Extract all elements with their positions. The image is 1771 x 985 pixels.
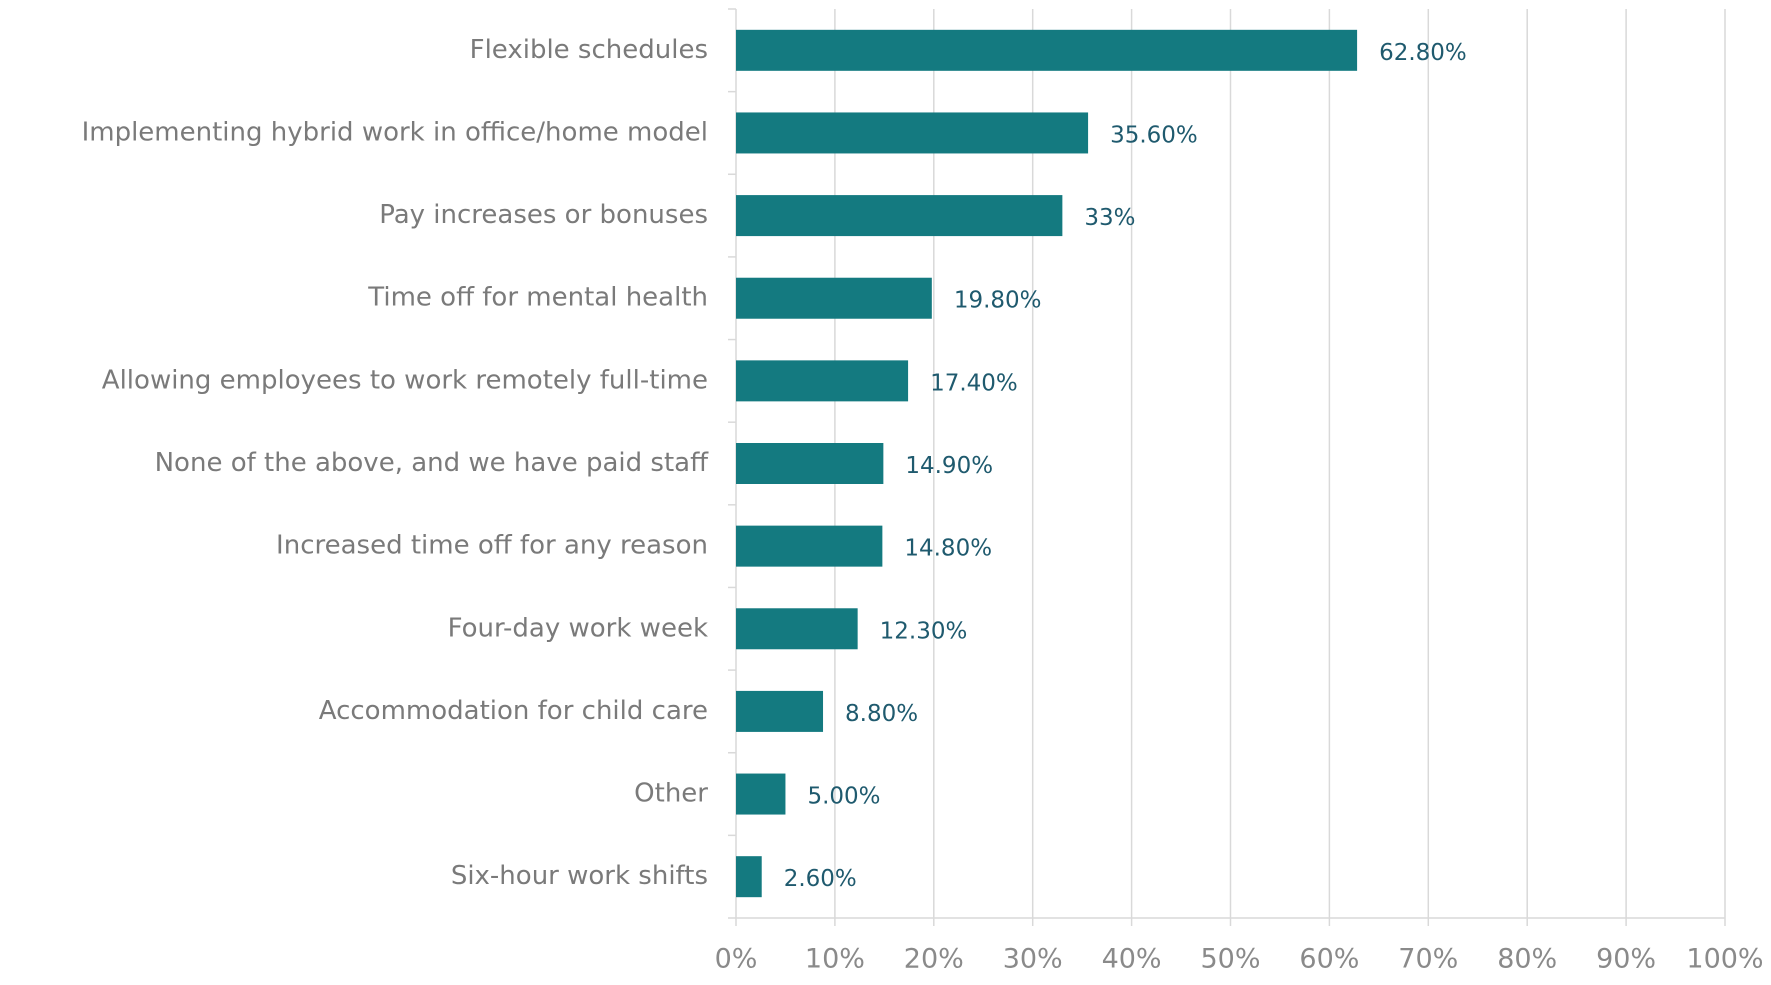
value-label: 12.30% xyxy=(880,618,968,644)
value-label: 2.60% xyxy=(784,866,857,892)
value-label: 14.80% xyxy=(904,536,992,562)
x-tick-label: 30% xyxy=(1003,944,1063,975)
bar xyxy=(736,608,858,650)
bar xyxy=(736,277,932,319)
value-label: 5.00% xyxy=(807,784,880,810)
category-label: Four-day work week xyxy=(448,613,708,643)
bar xyxy=(736,773,786,815)
category-label: Time off for mental health xyxy=(367,283,708,313)
category-label: Pay increases or bonuses xyxy=(379,200,708,230)
value-label: 62.80% xyxy=(1379,40,1467,66)
x-tick-label: 90% xyxy=(1596,944,1656,975)
x-tick-label: 0% xyxy=(715,944,758,975)
value-label: 19.80% xyxy=(954,288,1042,314)
bar xyxy=(736,29,1358,71)
category-label: Implementing hybrid work in office/home … xyxy=(82,117,708,147)
bar xyxy=(736,690,824,732)
x-tick-label: 40% xyxy=(1102,944,1162,975)
category-label: Flexible schedules xyxy=(470,35,708,65)
bar xyxy=(736,525,883,567)
x-tick-label: 10% xyxy=(805,944,865,975)
x-tick-label: 70% xyxy=(1398,944,1458,975)
value-label: 14.90% xyxy=(905,453,993,479)
category-label: Increased time off for any reason xyxy=(276,531,708,561)
value-label: 35.60% xyxy=(1110,122,1198,148)
value-label: 17.40% xyxy=(930,370,1018,396)
value-label: 8.80% xyxy=(845,701,918,727)
category-label: None of the above, and we have paid staf… xyxy=(155,448,709,478)
x-tick-label: 20% xyxy=(904,944,964,975)
bar xyxy=(736,443,884,484)
bar xyxy=(736,856,762,898)
x-tick-label: 80% xyxy=(1497,944,1557,975)
x-tick-label: 60% xyxy=(1299,944,1359,975)
x-tick-label: 100% xyxy=(1686,944,1763,975)
category-label: Six-hour work shifts xyxy=(451,861,708,891)
bar xyxy=(736,195,1063,237)
category-label: Accommodation for child care xyxy=(319,696,708,726)
bar xyxy=(736,112,1089,154)
category-label: Allowing employees to work remotely full… xyxy=(102,365,708,395)
bar xyxy=(736,360,909,402)
x-tick-label: 50% xyxy=(1200,944,1260,975)
category-label: Other xyxy=(634,779,708,809)
value-label: 33% xyxy=(1084,205,1135,231)
